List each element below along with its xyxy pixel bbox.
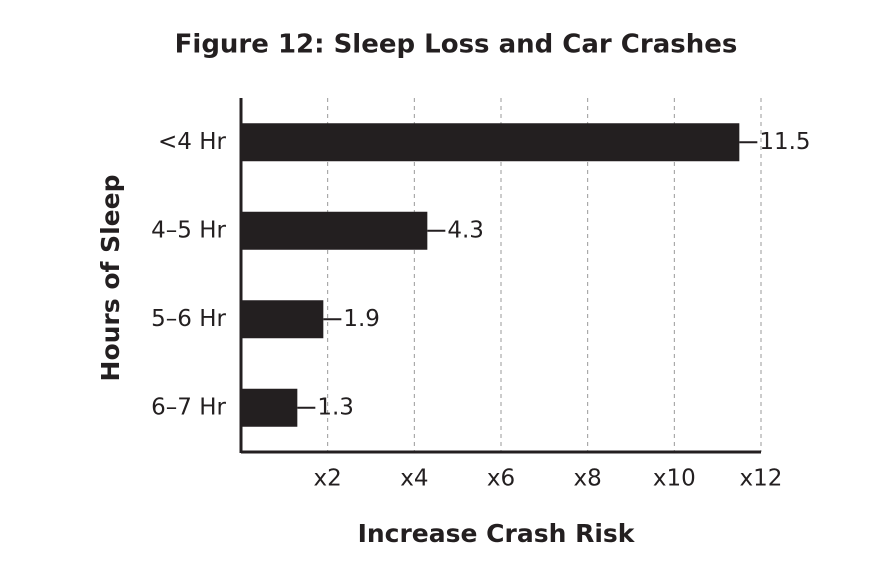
x-axis-label: Increase Crash Risk bbox=[358, 519, 636, 548]
y-tick-label: 6–7 Hr bbox=[151, 394, 226, 420]
value-label: 11.5 bbox=[759, 129, 810, 155]
y-tick-label: 4–5 Hr bbox=[151, 217, 226, 243]
value-label: 1.9 bbox=[343, 306, 380, 332]
bar bbox=[241, 388, 298, 427]
x-tick-label: x4 bbox=[400, 466, 428, 492]
y-axis-label: Hours of Sleep bbox=[96, 175, 125, 382]
x-tick-label: x12 bbox=[740, 466, 783, 492]
bar bbox=[241, 300, 324, 339]
x-tick-label: x6 bbox=[487, 466, 515, 492]
x-tick-label: x8 bbox=[574, 466, 602, 492]
y-tick-label: 5–6 Hr bbox=[151, 306, 226, 332]
y-tick-label: <4 Hr bbox=[158, 129, 227, 155]
x-tick-label: x2 bbox=[314, 466, 342, 492]
value-label: 4.3 bbox=[447, 217, 484, 243]
x-tick-label: x10 bbox=[653, 466, 696, 492]
bar bbox=[241, 123, 740, 162]
chart-title: Figure 12: Sleep Loss and Car Crashes bbox=[175, 30, 738, 60]
value-label: 1.3 bbox=[317, 394, 354, 420]
bar bbox=[241, 211, 428, 250]
